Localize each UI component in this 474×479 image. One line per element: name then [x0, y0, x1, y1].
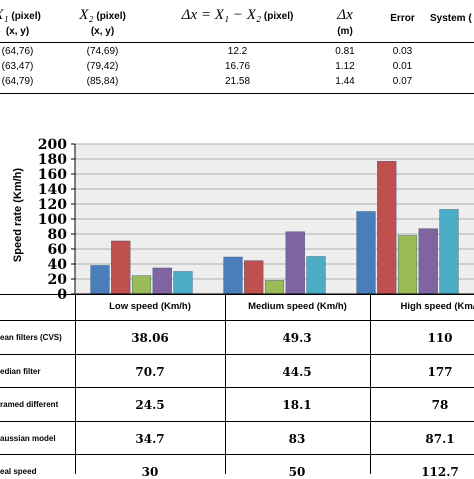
table-row: (64,79) (85,84) 21.58 1.44 0.07: [1, 76, 413, 87]
data-table-rule: [0, 387, 474, 388]
data-value: 110: [427, 331, 453, 345]
bar: [356, 211, 376, 295]
data-value: 24.5: [135, 398, 165, 412]
data-value: 83: [288, 431, 306, 446]
table-rule: [0, 93, 474, 94]
bar: [223, 256, 243, 295]
bar: [285, 231, 305, 295]
data-value: 30: [141, 465, 159, 479]
data-table-rule: [0, 420, 474, 422]
y-tick-label: 200: [38, 137, 67, 153]
bar: [418, 228, 438, 295]
table-row: (64,76) (74,69) 12.2 0.81 0.03: [1, 46, 413, 57]
series-label: ean filters (CVS): [0, 333, 62, 342]
category-label: Low speed (Km/h): [109, 301, 191, 312]
category-label: High speed (Km/h): [400, 301, 474, 312]
dx-meter-unit: (m): [337, 26, 353, 37]
series-label: ramed different: [0, 400, 59, 409]
data-table-rule: [0, 320, 474, 321]
y-tick-label: 80: [48, 227, 68, 243]
data-value: 70.7: [135, 364, 165, 379]
data-table-divider: [225, 294, 226, 474]
speed-bar-chart: 020406080100120140160180200: [38, 137, 474, 300]
x2-subheader: (x, y): [90, 26, 115, 37]
system-header: System (: [430, 13, 472, 24]
y-tick-label: 60: [48, 242, 68, 258]
category-label: Medium speed (Km/h): [248, 301, 347, 312]
data-table-rule: [0, 353, 474, 355]
bar: [264, 280, 285, 295]
y-tick-label: 40: [48, 257, 68, 273]
x2-header: X₂ (pixel): [79, 7, 126, 23]
data-value: 87.1: [425, 431, 455, 446]
x1-subheader: (x, y): [5, 26, 30, 37]
bar: [131, 275, 152, 295]
bar: [173, 271, 193, 295]
data-table-rule: [0, 294, 474, 295]
y-tick-label: 0: [57, 287, 67, 300]
bar: [377, 161, 397, 295]
series-label: eal speed: [0, 467, 37, 476]
data-value: 38.06: [131, 331, 169, 345]
y-axis-label: Speed rate (Km/h): [12, 167, 24, 263]
data-value: 50: [288, 465, 306, 479]
y-tick-label: 160: [38, 167, 67, 183]
data-table-divider: [370, 294, 371, 474]
y-tick-label: 120: [38, 197, 67, 213]
bar: [397, 235, 418, 295]
dx-pixel-header: Δx = X₁ − X₂ (pixel): [181, 7, 294, 23]
bar: [306, 256, 326, 295]
table-row: (63,47) (79,42) 16.76 1.12 0.01: [1, 61, 413, 72]
error-header: Error: [390, 13, 415, 24]
bar: [244, 260, 264, 295]
y-tick-label: 140: [38, 182, 67, 198]
y-tick-label: 180: [38, 152, 67, 168]
data-value: 177: [427, 364, 453, 379]
data-value: 112.7: [421, 465, 459, 479]
bar: [111, 240, 131, 295]
measurement-table: X₁ (pixel) X₂ (pixel) Δx = X₁ − X₂ (pixe…: [0, 0, 474, 89]
data-value: 34.7: [135, 431, 165, 446]
data-table-rule: [0, 454, 474, 455]
series-label: aussian model: [0, 433, 56, 443]
data-value: 49.3: [282, 331, 312, 345]
bar: [439, 209, 459, 295]
series-label: edian filter: [0, 366, 41, 376]
y-tick-label: 100: [38, 212, 67, 228]
bar: [152, 267, 172, 295]
data-value: 78: [431, 398, 449, 412]
data-value: 18.1: [282, 398, 312, 412]
bar: [90, 265, 110, 295]
y-tick-label: 20: [48, 272, 68, 288]
data-value: 44.5: [282, 364, 312, 379]
x1-header: X₁ (pixel): [0, 7, 41, 23]
table-rule: [0, 42, 474, 43]
data-table-divider: [75, 294, 76, 474]
dx-meter-header: Δx: [337, 7, 353, 23]
